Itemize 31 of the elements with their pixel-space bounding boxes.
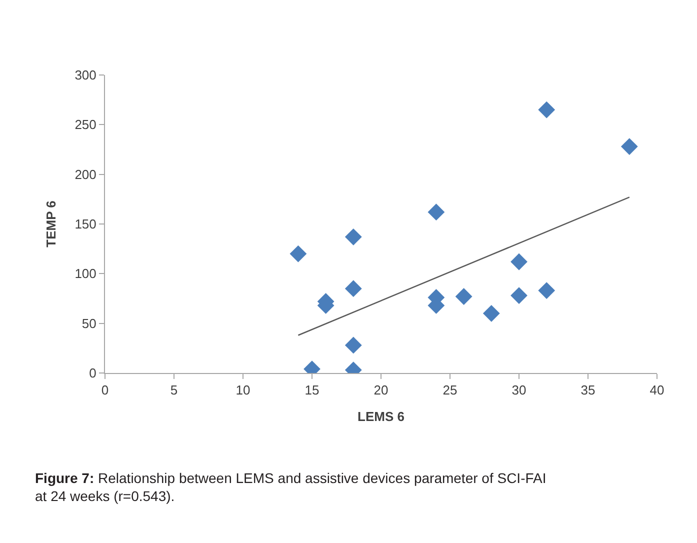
point	[455, 288, 472, 305]
x-tick-label: 25	[442, 382, 458, 398]
point	[538, 282, 556, 299]
point	[290, 245, 307, 262]
y-tick-label: 50	[82, 316, 96, 331]
y-axis-title: TEMP 6	[44, 200, 59, 248]
y-tick-label: 150	[74, 216, 96, 232]
x-tick-label: 30	[512, 382, 526, 398]
y-tick-label: 250	[74, 117, 96, 132]
y-tick-label: 200	[74, 166, 96, 182]
x-tick-label: 0	[101, 382, 109, 398]
point	[428, 204, 445, 221]
y-tick-label: 0	[89, 366, 96, 381]
y-tick-label: 100	[74, 266, 96, 282]
x-tick-label: 40	[650, 382, 664, 398]
x-tick-label: 20	[374, 382, 388, 398]
x-tick-label: 5	[170, 382, 178, 398]
y-tick-label: 300	[74, 68, 96, 83]
x-tick-label: 35	[580, 382, 596, 398]
point	[510, 253, 528, 270]
point	[620, 138, 638, 155]
x-axis-title: LEMS 6	[358, 409, 404, 424]
x-tick-label: 15	[304, 382, 320, 398]
point	[510, 287, 528, 304]
point	[344, 280, 362, 298]
point	[482, 304, 500, 322]
point	[344, 336, 362, 354]
x-tick-label: 10	[236, 382, 250, 398]
point	[344, 228, 362, 246]
point	[538, 101, 556, 118]
caption: Figure 7: Relationship between LEMS and assistive devices parameter of SCI-FAI at 24 weeks (r=0.543).	[35, 470, 546, 504]
